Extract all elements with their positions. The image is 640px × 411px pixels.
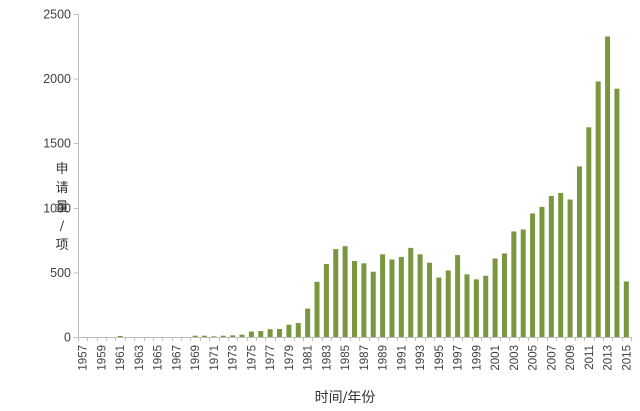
bar-1970 — [202, 335, 208, 337]
bar-1990 — [389, 259, 395, 337]
y-axis-title: 申请量 / 项 — [52, 160, 72, 255]
bar-1997 — [455, 255, 461, 337]
x-tick-label: 1979 — [284, 345, 296, 371]
bar-2003 — [511, 231, 517, 337]
x-tick-label: 1961 — [115, 345, 127, 371]
x-axis-title: 时间/年份 — [314, 390, 376, 406]
x-tick-label: 2011 — [584, 345, 596, 370]
y-tick-label: 500 — [50, 266, 71, 280]
x-tick-label: 1963 — [134, 345, 146, 371]
bar-1991 — [398, 256, 404, 337]
bar-1978 — [277, 328, 283, 337]
bar-1982 — [314, 281, 320, 337]
x-tick-label: 2001 — [490, 345, 502, 371]
bar-1985 — [342, 246, 348, 337]
bar-2004 — [520, 229, 526, 337]
x-tick-label: 1993 — [415, 345, 427, 371]
bar-2001 — [492, 258, 498, 337]
x-tick-label: 2005 — [528, 345, 540, 371]
bar-1969 — [192, 335, 198, 337]
x-tick-label: 1957 — [78, 345, 90, 371]
x-tick-label: 1991 — [396, 345, 408, 371]
x-tick-label: 2007 — [546, 345, 558, 371]
y-axis-title-char: 量 — [55, 200, 69, 215]
bar-1988 — [370, 271, 376, 337]
bar-1973 — [230, 335, 236, 337]
x-tick-label: 1967 — [171, 345, 183, 371]
bar-2011 — [586, 127, 592, 337]
y-tick-label: 2000 — [43, 72, 71, 86]
bar-1981 — [305, 308, 311, 337]
bar-1984 — [333, 249, 339, 337]
x-tick-label: 1995 — [434, 345, 446, 371]
x-tick-label: 1971 — [209, 345, 221, 371]
bar-1971 — [211, 336, 217, 337]
bar-2013 — [605, 36, 611, 337]
bar-1980 — [295, 323, 301, 337]
bar-1994 — [426, 262, 432, 337]
bar-1974 — [239, 334, 245, 337]
y-axis-title-char: 项 — [55, 238, 69, 253]
bar-2014 — [614, 88, 620, 338]
x-tick-label: 1999 — [471, 345, 483, 371]
bar-1979 — [286, 324, 292, 337]
bar-1961 — [117, 335, 123, 337]
bar-2015 — [623, 281, 629, 337]
x-tick-label: 2009 — [565, 345, 577, 371]
y-axis-title-char: 申 — [55, 162, 69, 177]
bar-2006 — [539, 206, 545, 337]
bar-2007 — [548, 195, 554, 337]
bar-2002 — [501, 253, 507, 337]
bar-2005 — [530, 213, 536, 337]
bar-1975 — [248, 331, 254, 337]
bar-1986 — [352, 261, 357, 337]
bar-1998 — [464, 274, 470, 337]
bar-1993 — [417, 254, 423, 337]
x-tick-label: 1959 — [96, 345, 108, 371]
x-tick-label: 1981 — [303, 345, 315, 371]
bar-2010 — [576, 166, 582, 337]
x-tick-label: 2003 — [509, 345, 521, 371]
y-tick-label: 2500 — [43, 8, 71, 22]
x-tick-label: 1965 — [153, 345, 165, 371]
bar-1995 — [436, 277, 442, 337]
bar-1999 — [473, 279, 479, 337]
y-tick-label: 0 — [64, 331, 71, 345]
x-tick-label: 1969 — [190, 345, 202, 371]
x-tick-label: 1983 — [321, 345, 333, 371]
x-tick-label: 1977 — [265, 345, 277, 371]
bar-2000 — [483, 275, 489, 337]
y-tick-label: 1000 — [43, 201, 71, 215]
bar-1996 — [445, 270, 451, 337]
x-tick-label: 1997 — [453, 345, 465, 371]
bar-1989 — [380, 254, 386, 337]
bar-1992 — [408, 247, 414, 337]
bar-2009 — [567, 199, 573, 337]
x-tick-label: 1975 — [246, 345, 258, 371]
bar-1976 — [258, 331, 264, 337]
x-tick-label: 1985 — [340, 345, 352, 371]
bar-2008 — [558, 192, 564, 337]
y-axis-title-char: 请 — [55, 181, 69, 196]
bar-1972 — [220, 335, 226, 337]
bar-1977 — [267, 329, 273, 337]
bar-1983 — [323, 264, 329, 337]
y-tick-label: 1500 — [43, 137, 71, 151]
x-tick-label: 1989 — [378, 345, 390, 371]
bar-2012 — [595, 81, 601, 337]
x-tick-label: 2013 — [603, 345, 615, 371]
x-tick-label: 2015 — [621, 345, 633, 371]
bar-1987 — [361, 263, 367, 337]
x-tick-label: 1973 — [228, 345, 240, 371]
y-axis-title-char: / — [59, 219, 65, 234]
x-tick-label: 1987 — [359, 345, 371, 371]
